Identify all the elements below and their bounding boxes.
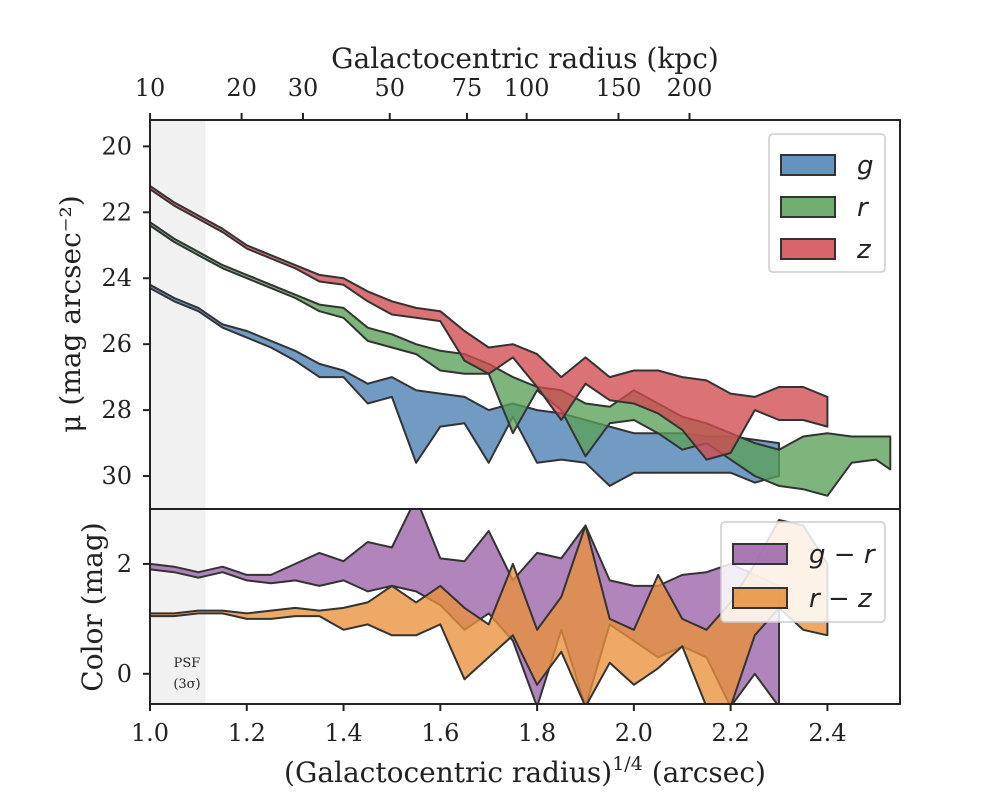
band-color-0	[150, 509, 780, 704]
legend-swatch	[780, 154, 836, 176]
legend-swatch	[780, 196, 836, 218]
bottom-y-axis-label: Color (mag)	[76, 522, 109, 691]
y-tick-label: 24	[101, 264, 132, 292]
bottom-legend: g − r r − z	[720, 521, 886, 623]
surface-brightness-series	[150, 184, 892, 497]
y-tick-label: 22	[101, 198, 132, 226]
legend-label: g − r	[809, 540, 877, 570]
surface-brightness-panel: 20 22 24 26 28 30 10 20 30 50 75 100 150 200 Galacto…	[54, 42, 901, 510]
top-x-tick-label: 100	[504, 74, 550, 102]
x-tick-label: 2.2	[712, 719, 750, 747]
top-x-tick-label: 10	[135, 74, 166, 102]
psf-region	[150, 509, 206, 704]
top-legend: grz	[768, 133, 886, 273]
x-tick-label: 2.0	[615, 719, 653, 747]
x-tick-label: 1.0	[131, 719, 169, 747]
legend-label: g	[857, 151, 874, 181]
legend-label: r	[857, 193, 870, 223]
top-x-tick-label: 200	[667, 74, 713, 102]
y-tick-label: 0	[117, 660, 132, 688]
bottom-x-axis-label: (Galactocentric radius)1/4 (arcsec)	[284, 753, 766, 789]
x-tick-label: 2.4	[808, 719, 846, 747]
legend-label: z	[856, 235, 872, 265]
band-surface-brightness-2	[150, 184, 829, 461]
top-x-tick-label: 75	[452, 74, 483, 102]
y-tick-label: 26	[101, 330, 132, 358]
x-tick-label: 1.6	[421, 719, 459, 747]
x-tick-label: 1.4	[324, 719, 362, 747]
top-x-tick-label: 30	[288, 74, 319, 102]
y-tick-label: 30	[101, 462, 132, 490]
bottom-x-ticks: 1.0 1.2 1.4 1.6 1.8 2.0 2.2 2.4	[131, 704, 847, 747]
top-secondary-x-ticks: 10 20 30 50 75 100 150 200	[135, 74, 713, 120]
color-panel: 02 1.0 1.2 1.4 1.6 1.8 2.0 2.2 2.4 PSF (3σ) (Ga…	[76, 508, 901, 789]
top-y-ticks: 20 22 24 26 28 30	[101, 132, 150, 490]
y-tick-label: 20	[101, 132, 132, 160]
legend-swatch	[780, 238, 836, 260]
top-y-axis-label: μ (mag arcsec⁻²)	[54, 195, 87, 432]
legend-swatch	[732, 543, 788, 565]
psf-region	[150, 120, 206, 509]
color-series	[150, 509, 829, 704]
top-x-tick-label: 50	[374, 74, 405, 102]
x-tick-label: 1.2	[228, 719, 266, 747]
y-tick-label: 2	[117, 550, 132, 578]
bottom-plot-frame	[149, 508, 901, 705]
bottom-y-ticks: 02	[117, 550, 150, 688]
legend-label: r − z	[809, 584, 873, 614]
psf-note-line2: (3σ)	[173, 677, 200, 692]
top-x-tick-label: 150	[596, 74, 642, 102]
x-tick-label: 1.8	[518, 719, 556, 747]
top-x-axis-label: Galactocentric radius (kpc)	[331, 42, 719, 75]
psf-note-line1: PSF	[174, 656, 201, 671]
top-x-tick-label: 20	[226, 74, 257, 102]
y-tick-label: 28	[101, 396, 132, 424]
band-color-1	[150, 519, 829, 704]
legend-swatch	[732, 587, 788, 609]
